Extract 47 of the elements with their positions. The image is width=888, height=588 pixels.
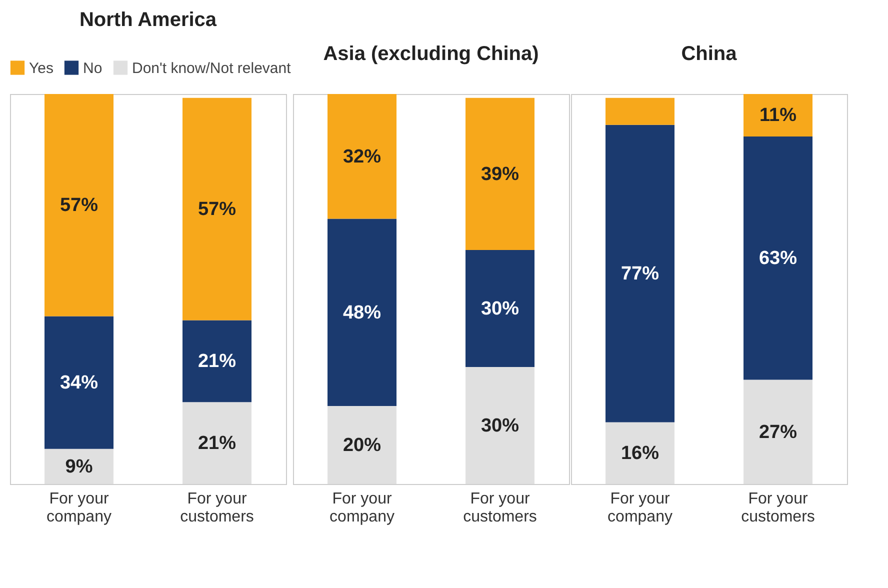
data-label: 32% (342, 146, 382, 168)
bar (44, 316, 114, 449)
bar (466, 250, 534, 367)
bar (44, 448, 114, 484)
x-tick-label: For your company (608, 490, 672, 526)
data-label: 16% (620, 443, 660, 464)
bar (606, 422, 674, 484)
bar (466, 98, 534, 250)
data-label: 57% (60, 195, 98, 216)
x-tick-label: For your customers (180, 490, 254, 526)
data-label: 21% (198, 351, 236, 372)
bar (606, 98, 674, 125)
x-tick-label: For your customers (741, 490, 815, 526)
legend-label: Yes (29, 60, 54, 77)
data-label: 9% (65, 456, 93, 478)
data-label: 11% (760, 105, 797, 126)
data-label: 21% (198, 433, 236, 454)
chart-title: North America (79, 9, 218, 31)
x-tick-label: For your company (46, 490, 112, 526)
bar (44, 94, 114, 316)
data-label: 48% (342, 302, 382, 324)
data-label: 20% (342, 435, 382, 456)
bar (606, 124, 674, 422)
bar (328, 218, 396, 406)
legend-label: No (83, 60, 102, 77)
data-label: 30% (480, 416, 520, 436)
x-tick-label: For your customers (463, 490, 537, 526)
data-label: 57% (198, 199, 236, 220)
data-label: 27% (758, 422, 798, 443)
chart-title: Asia (excluding China) (323, 43, 539, 65)
bar (182, 402, 252, 484)
bar (744, 380, 812, 484)
bar (328, 406, 396, 484)
data-label: 39% (480, 164, 520, 185)
data-label: 30% (480, 298, 520, 320)
bar (744, 94, 812, 136)
chart-title: China (681, 43, 738, 65)
data-label: 77% (620, 264, 660, 285)
bar (328, 94, 396, 219)
data-label: 34% (60, 372, 98, 394)
x-tick-label: For your company (330, 490, 394, 526)
bar (182, 98, 252, 320)
bar (466, 367, 534, 484)
bar (182, 320, 252, 402)
data-label: 63% (758, 248, 798, 270)
legend-label: Don't know/Not relevant (132, 60, 292, 77)
bar (744, 136, 812, 380)
